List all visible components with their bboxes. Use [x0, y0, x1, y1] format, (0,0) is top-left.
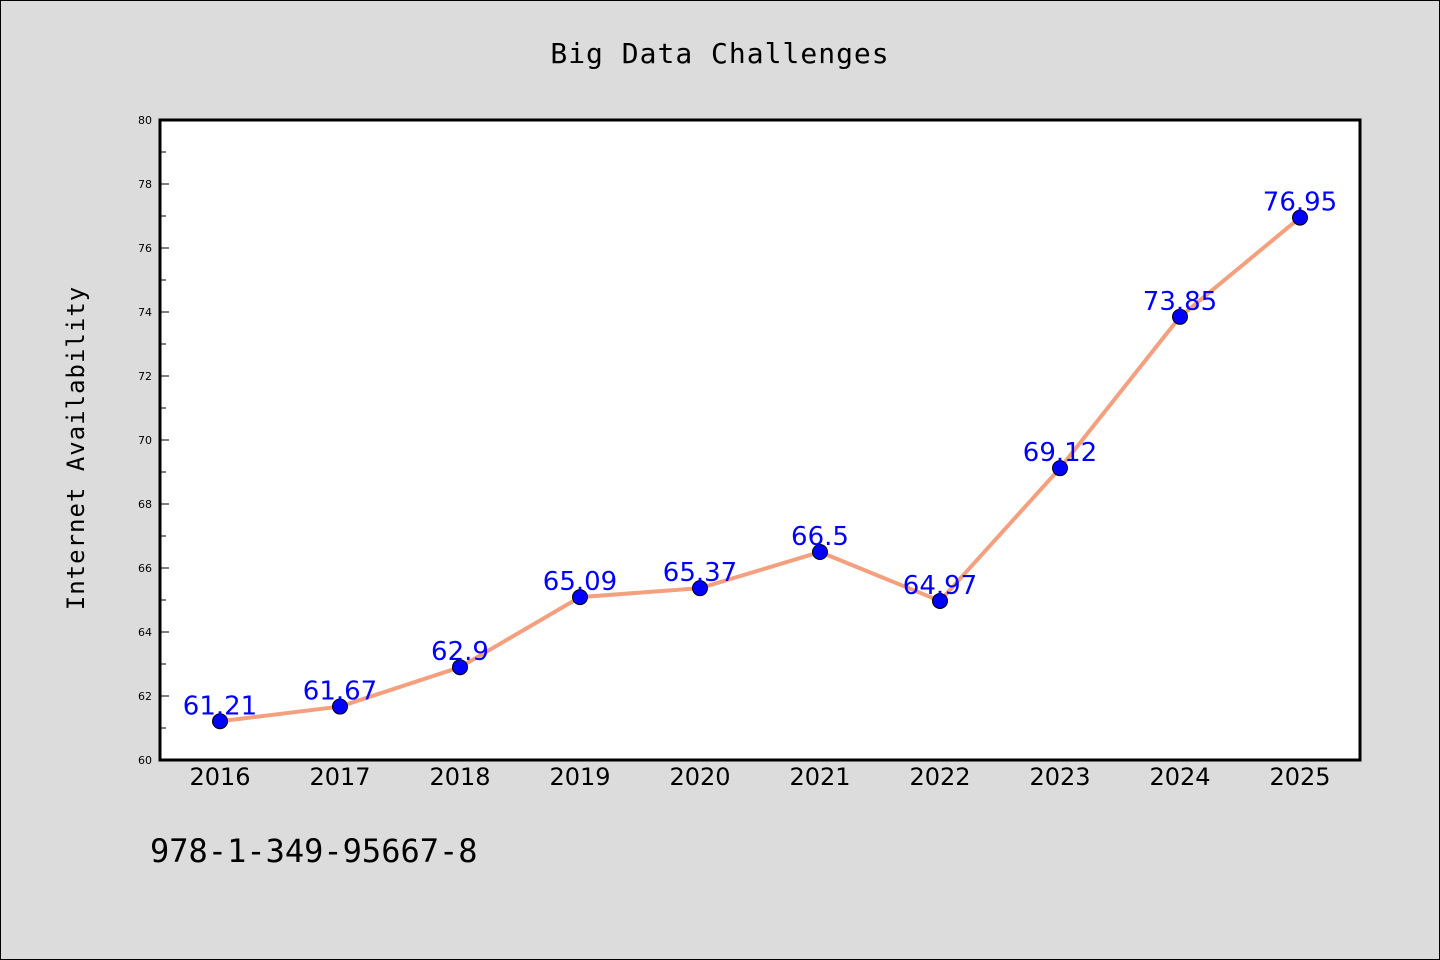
data-label: 66.5: [791, 522, 849, 552]
data-label: 76.95: [1263, 188, 1337, 218]
series-line-group: [218, 215, 1302, 724]
series-line: [218, 215, 1302, 724]
plot-area: [158, 118, 1362, 762]
data-point: [1172, 308, 1188, 325]
x-tick-label: 2024: [1149, 763, 1210, 791]
data-point: [212, 713, 228, 730]
x-tick-label: 2019: [549, 763, 610, 791]
data-label: 73.85: [1143, 287, 1217, 317]
data-label: 64.97: [903, 571, 977, 601]
x-axis-ticks: 2016 2017 2018 2019 2020 2021 2022 2023 2024 2025: [189, 763, 1330, 791]
x-tick-label: 2016: [189, 763, 250, 791]
y-tick-label: 60: [138, 754, 152, 767]
data-label: 69.12: [1023, 438, 1097, 468]
y-tick-label: 80: [138, 114, 152, 127]
x-tick-label: 2017: [309, 763, 370, 791]
y-tick-label: 62: [138, 690, 152, 703]
data-point: [332, 698, 348, 715]
y-tick-label: 78: [138, 178, 152, 191]
data-point: [692, 580, 708, 597]
y-tick-label: 64: [138, 626, 152, 639]
data-point: [812, 544, 828, 560]
chart-title: Big Data Challenges: [550, 37, 889, 70]
y-tick-label: 72: [138, 370, 152, 383]
x-tick-label: 2022: [909, 763, 970, 791]
y-tick-label: 76: [138, 242, 152, 255]
y-tick-label: 74: [138, 306, 152, 319]
x-tick-label: 2018: [429, 763, 490, 791]
data-label: 61.21: [183, 691, 257, 721]
y-tick-label: 66: [138, 562, 152, 575]
data-label: 62.9: [431, 637, 489, 667]
data-point: [932, 592, 948, 609]
data-point: [452, 659, 468, 676]
x-tick-label: 2023: [1029, 763, 1090, 791]
data-point: [1292, 209, 1308, 226]
y-axis-label: Internet Availability: [62, 286, 90, 610]
y-axis-ticks: 60 62 64 66 68 70 72 74 76 78 80: [138, 114, 169, 767]
y-tick-label: 70: [138, 434, 152, 447]
markers-group: [212, 209, 1308, 730]
data-point: [572, 589, 588, 606]
data-point: [1052, 460, 1068, 477]
x-tick-label: 2020: [669, 763, 730, 791]
x-tick-label: 2021: [789, 763, 850, 791]
data-label: 65.37: [663, 558, 737, 588]
y-tick-label: 68: [138, 498, 152, 511]
data-label: 65.09: [543, 567, 617, 597]
data-labels-group: 61.21 61.67 62.9 65.09 65.37 66.5 64.97 69.12 73…: [183, 188, 1337, 722]
x-tick-label: 2025: [1269, 763, 1330, 791]
footer-code: 978-1-349-95667-8: [150, 832, 478, 870]
data-label: 61.67: [303, 677, 377, 707]
